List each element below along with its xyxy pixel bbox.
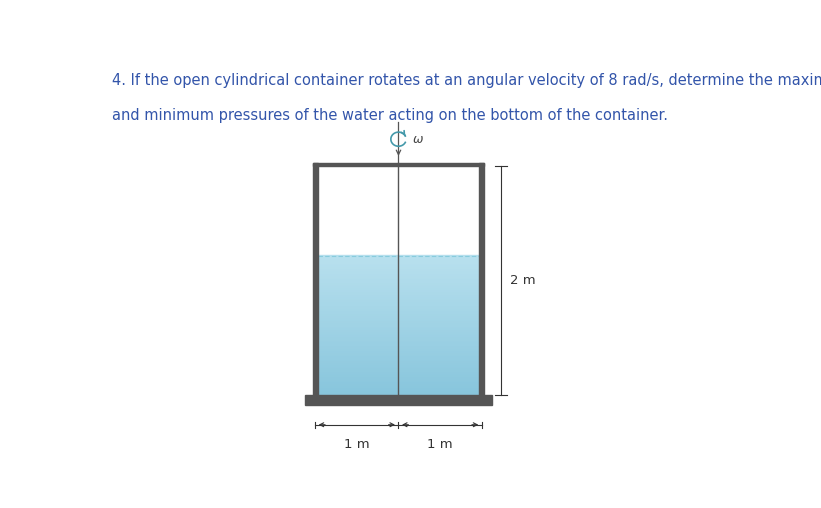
- Bar: [318, 283, 479, 285]
- Bar: [318, 271, 479, 273]
- Text: and minimum pressures of the water acting on the bottom of the container.: and minimum pressures of the water actin…: [112, 108, 668, 123]
- Bar: [318, 306, 479, 308]
- Text: ω: ω: [412, 133, 423, 146]
- Bar: [318, 296, 479, 298]
- Bar: [318, 322, 479, 324]
- Bar: [318, 367, 479, 369]
- Bar: [318, 376, 479, 378]
- Bar: [313, 163, 484, 166]
- Bar: [318, 308, 479, 310]
- Bar: [318, 313, 479, 315]
- Bar: [318, 381, 479, 383]
- Bar: [318, 358, 479, 361]
- Bar: [318, 276, 479, 278]
- Bar: [318, 264, 479, 266]
- Text: 1 m: 1 m: [344, 438, 369, 452]
- Bar: [318, 301, 479, 303]
- Bar: [318, 386, 479, 389]
- Bar: [318, 269, 479, 271]
- Bar: [318, 274, 479, 277]
- Bar: [318, 353, 479, 355]
- Bar: [318, 342, 479, 345]
- Bar: [318, 352, 479, 354]
- Bar: [318, 318, 479, 321]
- Bar: [318, 320, 479, 322]
- Bar: [318, 281, 479, 283]
- Bar: [318, 348, 479, 350]
- Bar: [318, 357, 479, 359]
- Bar: [318, 379, 479, 382]
- Bar: [318, 304, 479, 306]
- Bar: [318, 261, 479, 263]
- Bar: [318, 336, 479, 338]
- Bar: [318, 392, 479, 394]
- Bar: [318, 262, 479, 265]
- Bar: [318, 273, 479, 275]
- Bar: [318, 324, 479, 326]
- Bar: [318, 290, 479, 293]
- Bar: [318, 285, 479, 287]
- Bar: [318, 315, 479, 317]
- Bar: [318, 266, 479, 268]
- Bar: [318, 278, 479, 280]
- Bar: [318, 311, 479, 313]
- Bar: [479, 163, 484, 395]
- Bar: [318, 299, 479, 301]
- Bar: [318, 334, 479, 336]
- Bar: [318, 365, 479, 367]
- Bar: [318, 341, 479, 343]
- Bar: [318, 385, 479, 387]
- Text: 4. If the open cylindrical container rotates at an angular velocity of 8 rad/s, : 4. If the open cylindrical container rot…: [112, 73, 821, 88]
- Bar: [318, 369, 479, 371]
- Bar: [318, 280, 479, 282]
- Bar: [318, 325, 479, 327]
- Bar: [318, 329, 479, 331]
- Bar: [318, 339, 479, 341]
- Bar: [318, 316, 479, 319]
- Bar: [318, 337, 479, 339]
- Text: 1 m: 1 m: [428, 438, 453, 452]
- Bar: [318, 350, 479, 352]
- Bar: [318, 287, 479, 289]
- Bar: [318, 344, 479, 346]
- Bar: [318, 292, 479, 294]
- Bar: [318, 289, 479, 291]
- Bar: [318, 346, 479, 348]
- Bar: [318, 259, 479, 261]
- Bar: [318, 364, 479, 366]
- Bar: [318, 383, 479, 385]
- Bar: [318, 388, 479, 390]
- Bar: [318, 370, 479, 373]
- Bar: [318, 309, 479, 311]
- Bar: [318, 302, 479, 305]
- Bar: [318, 332, 479, 334]
- Bar: [318, 330, 479, 333]
- Bar: [318, 374, 479, 376]
- Bar: [318, 372, 479, 374]
- Bar: [318, 390, 479, 392]
- Bar: [318, 294, 479, 296]
- Text: 2 m: 2 m: [511, 274, 536, 287]
- Bar: [305, 395, 492, 405]
- Bar: [318, 355, 479, 357]
- Bar: [318, 257, 479, 259]
- Bar: [318, 360, 479, 362]
- Bar: [313, 163, 318, 395]
- Bar: [318, 256, 479, 258]
- Bar: [318, 297, 479, 299]
- Bar: [318, 268, 479, 270]
- Bar: [318, 327, 479, 329]
- Bar: [318, 377, 479, 379]
- Bar: [318, 362, 479, 364]
- Bar: [318, 393, 479, 395]
